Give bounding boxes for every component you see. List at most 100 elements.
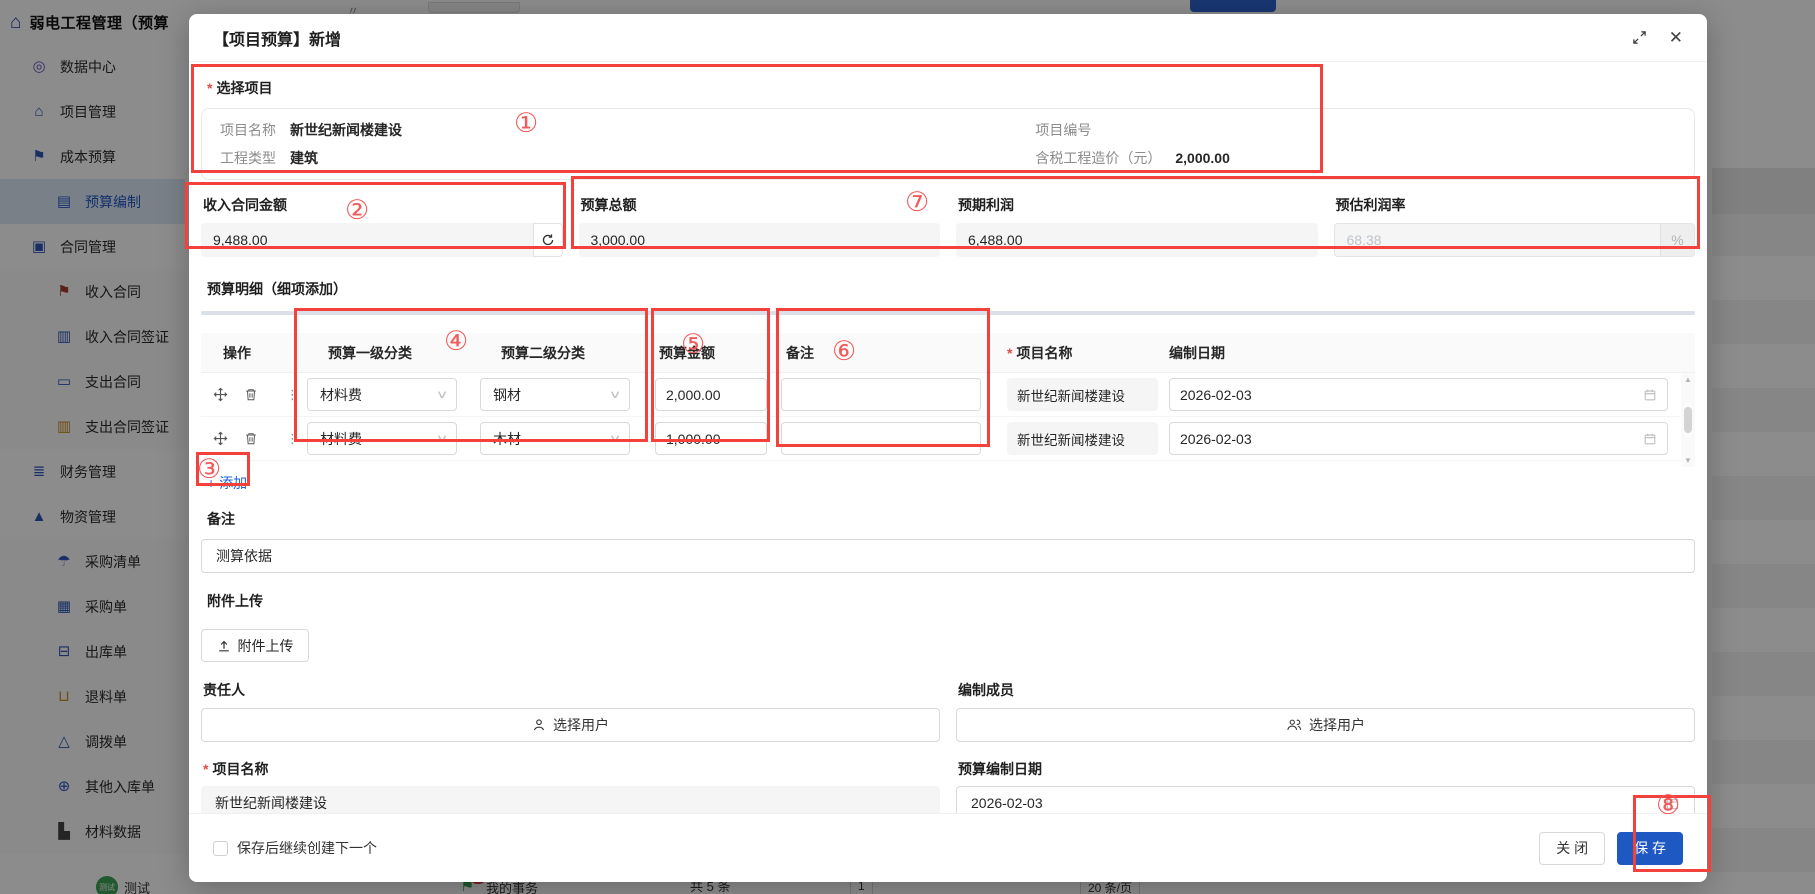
sidebar-item-成本预算[interactable]: ⚑ 成本预算 [0,134,185,179]
continue-create-option[interactable]: 保存后继续创建下一个 [213,838,377,858]
move-row-icon[interactable] [213,387,228,402]
sidebar-item-其他入库单[interactable]: ⊕ 其他入库单 [0,764,185,809]
sidebar-item-label: 采购清单 [85,553,141,570]
close-button[interactable]: 关 闭 [1539,831,1606,865]
chevron-down-icon: ∨ [608,433,622,445]
person-icon [532,718,546,732]
app-title: 弱电工程管理（预算 [29,14,169,32]
folder-icon: ▤ [56,193,72,210]
row-date-input[interactable]: 2026-02-03 [1169,422,1668,455]
save-button[interactable]: 保 存 [1617,831,1683,865]
sidebar-item-材料数据[interactable]: ▙ 材料数据 [0,809,185,854]
project-name-pair: 项目名称 新世纪新闻楼建设 [220,122,402,138]
sidebar-item-财务管理[interactable]: ≣ 财务管理 [0,449,185,494]
materials-icon: ▲ [31,508,47,525]
scroll-down-icon[interactable]: ▼ [1684,456,1692,465]
delete-row-icon[interactable] [244,387,258,402]
coins-icon: ≣ [32,463,46,480]
estimated-profit-rate-input: 68.38 % [1333,223,1695,257]
sidebar-item-label: 物资管理 [60,508,116,525]
row-remark-input[interactable] [781,422,981,455]
calendar-icon [1643,432,1657,446]
column-header-操作: 操作 [223,344,251,361]
budget-total-input[interactable]: 3,000.00 [578,223,940,257]
sidebar-item-label: 数据中心 [60,58,116,75]
row-date-input[interactable]: 2026-02-03 [1169,378,1668,411]
expand-icon[interactable] [1632,30,1647,45]
date-value: 2026-02-03 [1180,386,1252,403]
remark-input[interactable]: 测算依据 [201,539,1695,573]
attachment-upload-button[interactable]: 附件上传 [201,629,309,662]
sidebar-item-退料单[interactable]: ⊔ 退料单 [0,674,185,719]
scroll-thumb[interactable] [1684,407,1692,433]
budget-amount-input[interactable]: 1,000.00 [655,422,767,455]
close-icon[interactable]: ✕ [1668,27,1683,47]
project-value: 新世纪新闻楼建设 [1017,388,1125,404]
sidebar-item-采购清单[interactable]: ☂ 采购清单 [0,539,185,584]
sidebar-item-数据中心[interactable]: ◎ 数据中心 [0,44,185,89]
members-select-user-button[interactable]: 选择用户 [956,708,1695,742]
project-name-field: * 项目名称 新世纪新闻楼建设 [201,759,940,820]
barchart-icon: ▥ [56,418,72,435]
continue-create-label: 保存后继续创建下一个 [237,840,377,856]
sidebar-item-label: 预算编制 [85,193,141,210]
upload-icon [217,639,231,653]
sidebar-item-label: 退料单 [85,688,127,705]
taxed-cost-pair: 含税工程造价（元） 2,000.00 [1035,150,1230,166]
sidebar-item-合同管理[interactable]: ▣ 合同管理 [0,224,185,269]
pushpin-icon: ⚑ [57,283,71,300]
sidebar-item-出库单[interactable]: ⊟ 出库单 [0,629,185,674]
chartdata-icon: ▙ [58,823,70,840]
row-project-name: 新世纪新闻楼建设 [1007,422,1158,455]
refresh-icon[interactable] [532,223,563,257]
budget-category1-select[interactable]: 材料费 ∨ [307,422,457,455]
table-row: ⋮ 材料费 ∨ 钢材 ∨ 2,000.00 新世纪新闻楼建设 2026-02-03 [201,373,1695,417]
scroll-up-icon[interactable]: ▲ [1684,375,1692,384]
project-value: 新世纪新闻楼建设 [1017,432,1125,448]
project-info-card[interactable]: 项目名称 新世纪新闻楼建设 项目编号 工程类型 建筑 含税工程造价（元） 2,0… [201,108,1695,180]
budget-detail-title: 预算明细（细项添加） [207,281,347,297]
parachute-icon: ☂ [57,553,71,570]
owner-label: 责任人 [203,682,245,698]
column-header-预算一级分类: 预算一级分类 [328,344,412,361]
sidebar-item-label: 支出合同签证 [85,418,169,435]
add-row-button[interactable]: + 添加 [207,475,248,491]
sidebar-item-支出合同签证[interactable]: ▥ 支出合同签证 [0,404,185,449]
sidebar-item-调拨单[interactable]: △ 调拨单 [0,719,185,764]
category2-value: 钢材 [493,386,521,403]
move-row-icon[interactable] [213,431,228,446]
sidebar-item-收入合同签证[interactable]: ▥ 收入合同签证 [0,314,185,359]
income-contract-amount-input[interactable]: 9,488.00 [201,223,563,257]
remark-label: 备注 [207,511,235,527]
continue-create-checkbox[interactable] [213,840,228,856]
avatar: 测试 [96,876,118,894]
sidebar: ⌂ 弱电工程管理（预算 ◎ 数据中心 ⌂ 项目管理 ⚑ 成本预算 ▤ 预算编制 … [0,0,185,894]
attachment-label: 附件上传 [207,593,263,609]
budget-category2-select[interactable]: 钢材 ∨ [480,378,630,411]
sidebar-item-label: 调拨单 [85,733,127,750]
page-primary-button-fragment [1190,0,1276,12]
user-chip[interactable]: 测试 测试 [96,876,150,894]
sidebar-item-支出合同[interactable]: ▭ 支出合同 [0,359,185,404]
sidebar-item-采购单[interactable]: ▦ 采购单 [0,584,185,629]
home-icon: ⌂ [10,11,22,33]
sidebar-item-预算编制[interactable]: ▤ 预算编制 [0,179,185,224]
section-divider [201,311,1695,315]
budget-amount-input[interactable]: 2,000.00 [655,378,767,411]
sidebar-item-收入合同[interactable]: ⚑ 收入合同 [0,269,185,314]
owner-select-user-button[interactable]: 选择用户 [201,708,940,742]
budget-create-modal: 【项目预算】新增 ✕ * 选择项目 项目名称 新世纪新闻楼建设 项目编号 [189,14,1707,882]
truck-icon: ⊟ [57,643,71,660]
sidebar-item-项目管理[interactable]: ⌂ 项目管理 [0,89,185,134]
sidebar-item-物资管理[interactable]: ▲ 物资管理 [0,494,185,539]
delete-row-icon[interactable] [244,431,258,446]
column-header-编制日期: 编制日期 [1169,344,1225,361]
budget-category1-select[interactable]: 材料费 ∨ [307,378,457,411]
expected-profit-input[interactable]: 6,488.00 [956,223,1318,257]
table-scrollbar[interactable]: ▲ ▼ [1681,373,1695,467]
table-row: ⋮ 材料费 ∨ 木材 ∨ 1,000.00 新世纪新闻楼建设 2026-02-03 [201,417,1695,461]
estimated-profit-rate-field: 预估利润率 68.38 % [1333,195,1695,257]
row-remark-input[interactable] [781,378,981,411]
background-table-rows [1712,168,1815,894]
budget-category2-select[interactable]: 木材 ∨ [480,422,630,455]
